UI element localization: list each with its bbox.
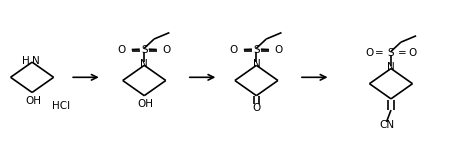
Text: H: H [22, 56, 30, 66]
Text: O: O [230, 45, 238, 55]
Text: N: N [252, 59, 260, 69]
Text: =: = [375, 48, 384, 58]
Text: O: O [274, 45, 283, 55]
Text: S: S [253, 45, 260, 55]
Text: O: O [252, 103, 261, 113]
Text: N: N [387, 62, 395, 72]
Text: OH: OH [25, 96, 41, 106]
Text: S: S [141, 45, 148, 55]
Text: O: O [365, 48, 374, 58]
Text: HCl: HCl [52, 101, 70, 111]
Text: CN: CN [379, 120, 394, 130]
Text: O: O [118, 45, 126, 55]
Text: S: S [387, 48, 394, 58]
Text: OH: OH [137, 99, 153, 109]
Text: O: O [409, 48, 417, 58]
Text: O: O [162, 45, 171, 55]
Text: N: N [32, 56, 40, 66]
Text: =: = [398, 48, 407, 58]
Text: N: N [140, 59, 148, 69]
